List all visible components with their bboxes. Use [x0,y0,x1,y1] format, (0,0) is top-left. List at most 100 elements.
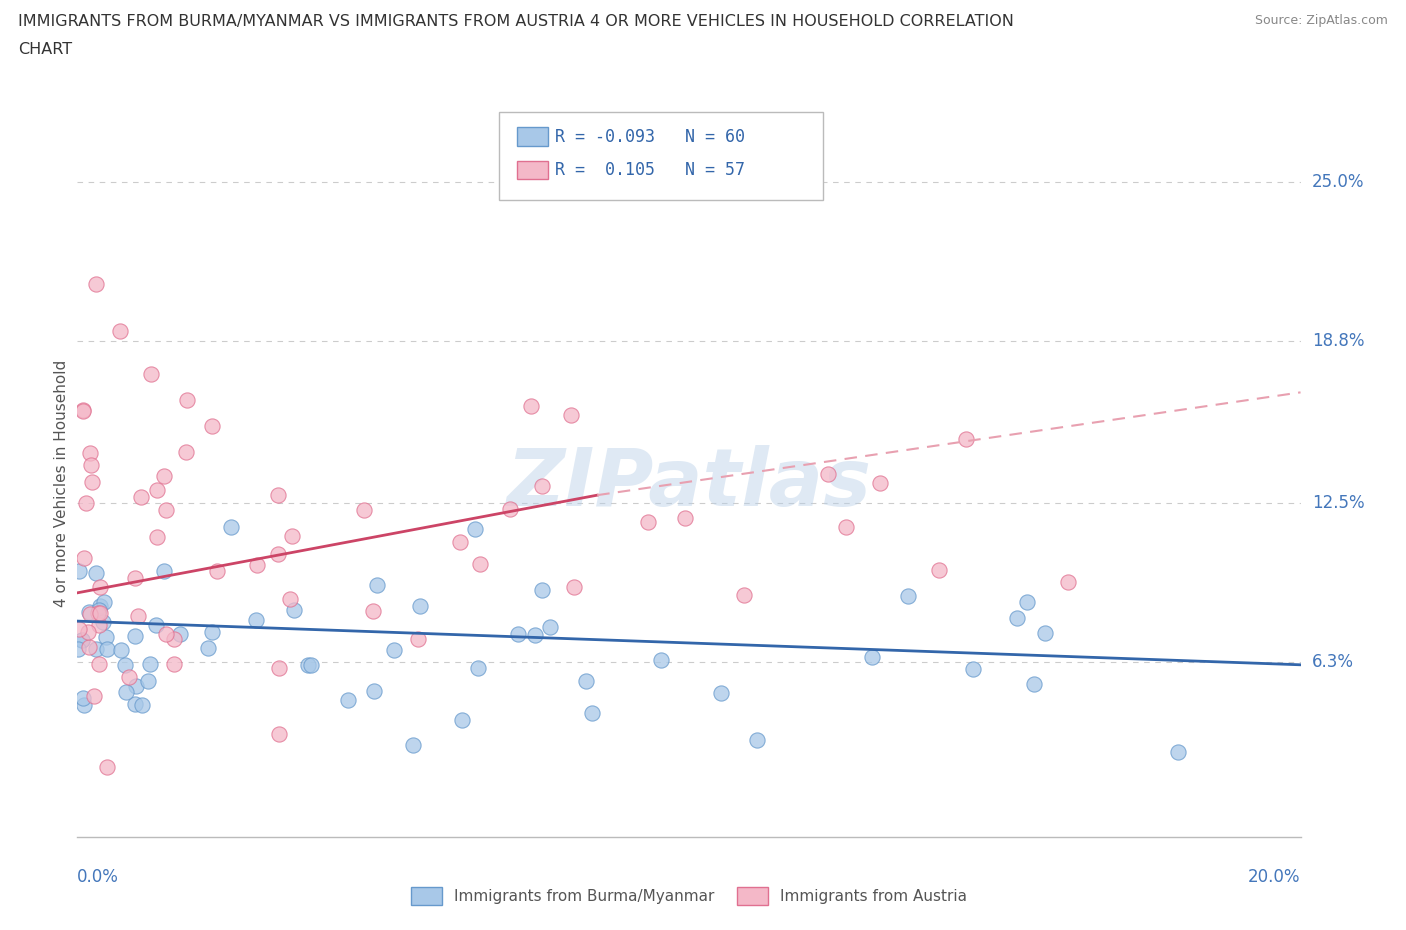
Point [89,618,111,632]
Point [145,530,167,545]
Point [1007,610,1029,625]
Point [499,501,522,516]
Point [835,520,858,535]
Point [155,626,177,641]
Point [169,627,191,642]
Point [75,496,97,511]
Point [176,392,198,407]
Point [139,657,162,671]
Text: 0.0%: 0.0% [77,868,120,885]
Point [79,639,101,654]
Point [562,579,585,594]
Text: 6.3%: 6.3% [1312,653,1354,671]
Text: IMMIGRANTS FROM BURMA/MYANMAR VS IMMIGRANTS FROM AUSTRIA 4 OR MORE VEHICLES IN H: IMMIGRANTS FROM BURMA/MYANMAR VS IMMIGRA… [18,14,1014,29]
Point [283,603,305,618]
Point [402,737,425,752]
Point [174,445,197,459]
Point [246,558,269,573]
Point [297,658,319,672]
Legend: Immigrants from Burma/Myanmar, Immigrants from Austria: Immigrants from Burma/Myanmar, Immigrant… [405,881,973,910]
Point [560,407,582,422]
Text: 25.0%: 25.0% [1312,173,1364,191]
Point [72,404,94,418]
Point [125,679,148,694]
Point [467,660,489,675]
Point [145,483,167,498]
Point [73,698,96,712]
Point [470,556,492,571]
Point [93,594,115,609]
Point [67,622,90,637]
Point [366,578,388,592]
Point [361,604,384,618]
Point [136,673,159,688]
Point [962,662,984,677]
Point [79,606,101,621]
Point [163,631,186,646]
Point [245,612,267,627]
Point [278,591,301,606]
Point [575,674,598,689]
Point [531,582,554,597]
Point [538,619,561,634]
Point [80,458,103,472]
Point [72,403,94,418]
Point [83,689,105,704]
Point [84,277,107,292]
Point [267,660,290,675]
Point [197,641,219,656]
Point [1017,594,1039,609]
Point [124,570,146,585]
Point [382,643,405,658]
Point [129,490,152,505]
Point [530,479,553,494]
Point [72,690,94,705]
Point [87,657,110,671]
Point [506,627,529,642]
Point [451,712,474,727]
Point [464,521,486,536]
Point [124,697,146,711]
Point [336,693,359,708]
Point [79,445,101,460]
Point [87,605,110,620]
Text: R = -0.093   N = 60: R = -0.093 N = 60 [555,127,745,146]
Point [269,726,291,741]
Point [280,528,302,543]
Point [139,367,162,382]
Point [673,511,696,525]
Point [200,625,222,640]
Point [928,562,950,577]
Point [363,684,385,698]
Point [96,642,118,657]
Point [1057,575,1080,590]
Point [96,760,118,775]
Point [110,642,132,657]
Point [637,515,659,530]
Text: CHART: CHART [18,42,72,57]
Point [89,599,111,614]
Point [70,633,93,648]
Y-axis label: 4 or more Vehicles in Household: 4 or more Vehicles in Household [53,360,69,607]
Point [70,633,93,648]
Point [955,432,977,446]
Point [862,650,884,665]
Point [408,631,430,646]
Point [115,684,138,699]
Text: Source: ZipAtlas.com: Source: ZipAtlas.com [1254,14,1388,27]
Point [1022,677,1045,692]
Point [520,399,543,414]
Point [153,469,176,484]
Point [449,535,471,550]
Point [84,642,107,657]
Point [127,609,149,624]
Point [163,657,186,671]
Point [201,418,224,433]
Point [205,564,228,578]
Point [745,733,768,748]
Point [581,705,603,720]
Point [114,658,136,672]
Text: 12.5%: 12.5% [1312,494,1364,512]
Point [84,565,107,580]
Point [96,630,118,644]
